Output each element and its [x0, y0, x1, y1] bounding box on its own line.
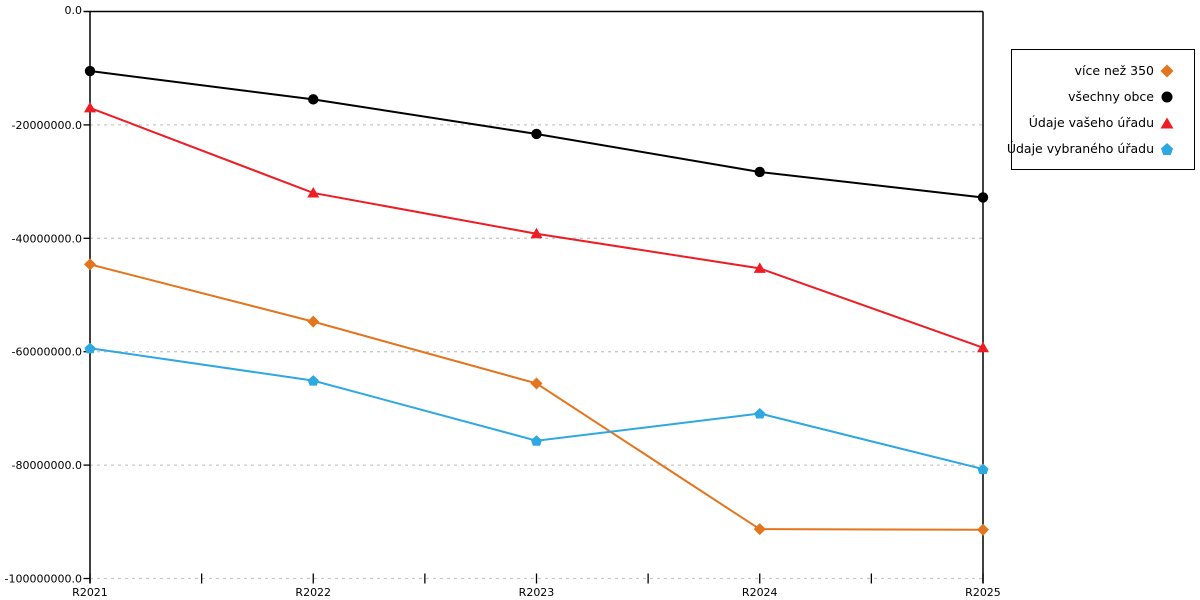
legend-item: Údaje vašeho úřadu: [1012, 115, 1194, 130]
legend-label: Údaje vybraného úřadu: [1006, 141, 1154, 156]
y-tick-label: -100000000.0: [5, 573, 82, 586]
y-tick-label: -40000000.0: [12, 232, 82, 245]
legend: více než 350 všechny obce Údaje vašeho ú…: [1007, 49, 1195, 170]
series-circle: [84, 65, 989, 203]
pentagon-marker-icon: [1161, 142, 1173, 155]
y-tick-label: -60000000.0: [12, 346, 82, 359]
x-tick-label: R2022: [295, 586, 331, 599]
legend-item: všechny obce: [1012, 89, 1194, 104]
series-triangle: [84, 101, 989, 353]
y-tick-label: 0.0: [65, 4, 83, 17]
triangle-marker-icon: [1160, 117, 1174, 128]
legend-item: Údaje vybraného úřadu: [1007, 141, 1194, 156]
x-axis-ticks: R2021 R2022 R2023 R2024 R2025: [72, 573, 1001, 599]
x-tick-label: R2025: [965, 586, 1001, 599]
y-axis-ticks: 0.0 -20000000.0 -40000000.0 -60000000.0 -800…: [5, 4, 90, 586]
legend-label: všechny obce: [1068, 89, 1154, 104]
series-diamond: [84, 258, 989, 536]
y-tick-label: -20000000.0: [12, 119, 82, 132]
legend-item: více než 350: [1012, 63, 1194, 78]
series-pentagon: [84, 342, 989, 475]
x-tick-label: R2021: [72, 586, 108, 599]
y-tick-label: -80000000.0: [12, 459, 82, 472]
diamond-marker-icon: [1160, 64, 1174, 77]
legend-label: více než 350: [1074, 63, 1154, 78]
legend-label: Údaje vašeho úřadu: [1028, 115, 1154, 130]
gridlines: [90, 124, 983, 580]
circle-marker-icon: [1161, 91, 1173, 102]
x-tick-label: R2024: [742, 586, 778, 599]
x-tick-label: R2023: [519, 586, 555, 599]
